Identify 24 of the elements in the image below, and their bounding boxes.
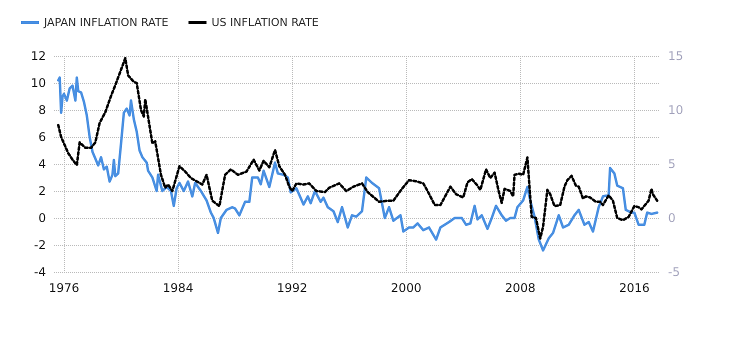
x-tick-label: 2008: [504, 281, 536, 295]
x-tick-label: 2016: [619, 281, 650, 295]
x-tick-label: 2000: [390, 281, 422, 295]
legend-label: JAPAN INFLATION RATE: [43, 16, 169, 29]
y-tick-label: 0: [38, 211, 46, 225]
y2-tick-label: 15: [668, 49, 684, 63]
y2-tick-label: 10: [668, 103, 684, 117]
y2-tick-label: -5: [668, 265, 680, 279]
y-tick-label: 8: [38, 103, 46, 117]
y-tick-label: -2: [34, 238, 46, 252]
y-tick-label: -4: [34, 265, 46, 279]
y-tick-label: 2: [38, 184, 46, 198]
line-series: [57, 56, 658, 240]
y-tick-label: 4: [38, 157, 46, 171]
legend-label: US INFLATION RATE: [211, 16, 319, 29]
y-tick-label: 12: [30, 49, 46, 63]
line-series: [57, 76, 658, 252]
y2-tick-label: 0: [668, 211, 676, 225]
y-tick-label: 6: [38, 130, 46, 144]
y2-tick-label: 5: [668, 157, 676, 171]
x-tick-label: 1984: [162, 281, 194, 295]
x-tick-label: 1976: [48, 281, 80, 295]
x-tick-label: 1992: [276, 281, 308, 295]
y-tick-label: 10: [30, 76, 46, 90]
